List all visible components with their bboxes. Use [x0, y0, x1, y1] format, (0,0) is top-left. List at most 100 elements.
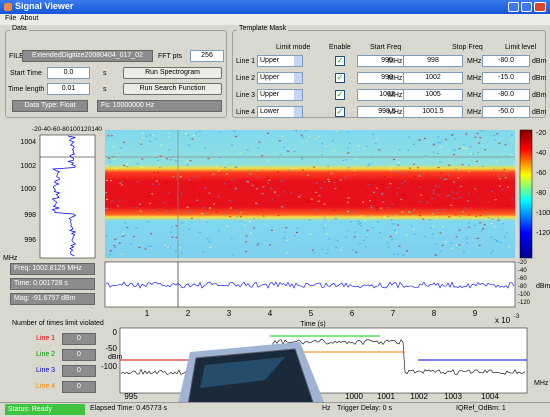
speckle [302, 136, 304, 137]
speckle [432, 213, 434, 214]
stop-freq-field[interactable]: 1001.5 [403, 106, 463, 118]
violation-count: 0 [62, 349, 96, 361]
speckle [396, 193, 398, 194]
speckle [295, 130, 297, 131]
stop-freq-field[interactable]: 1005 [403, 89, 463, 101]
y-tick-label: 0 [113, 328, 118, 337]
speckle [333, 150, 335, 151]
line-label: Line 1 [36, 335, 55, 342]
speckle [359, 163, 361, 164]
x-axis-label: MHz [534, 380, 549, 387]
colorbar-label: -40 [536, 150, 546, 157]
speckle [491, 223, 493, 224]
speckle [315, 192, 317, 193]
speckle [139, 142, 141, 143]
speckle [186, 160, 188, 161]
speckle [436, 209, 438, 210]
speckle [121, 184, 123, 185]
speckle [439, 232, 441, 233]
speckle [367, 184, 369, 185]
speckle [450, 205, 452, 206]
speckle [436, 205, 438, 206]
speckle [435, 233, 437, 234]
speckle [231, 144, 233, 145]
speckle [190, 182, 192, 183]
unit: MHz [467, 92, 481, 99]
speckle [140, 144, 142, 145]
speckle [357, 221, 359, 222]
enable-checkbox[interactable]: ✓ [335, 107, 345, 117]
unit: dBm [532, 92, 546, 99]
speckle [287, 150, 289, 151]
speckle [188, 229, 190, 230]
speckle [209, 207, 211, 208]
speckle [458, 177, 460, 178]
unit: MHz [388, 109, 402, 116]
speckle [506, 232, 508, 233]
speckle [453, 154, 455, 155]
speckle [191, 218, 193, 219]
y-tick-label: 1000 [20, 186, 36, 193]
speckle [474, 225, 476, 226]
select-arrow [294, 107, 302, 117]
speckle [384, 177, 386, 178]
speckle [193, 135, 195, 136]
speckle [280, 181, 282, 182]
speckle [412, 215, 414, 216]
speckle [194, 146, 196, 147]
limit-level-field[interactable]: -15.0 [482, 72, 530, 84]
speckle [204, 147, 206, 148]
speckle [190, 204, 192, 205]
unit: MHz [388, 75, 402, 82]
speckle [247, 150, 249, 151]
stop-freq-field[interactable]: 998 [403, 55, 463, 67]
limit-level-field[interactable]: -80.0 [482, 89, 530, 101]
x-tick-label: 1002 [410, 392, 428, 401]
speckle [474, 188, 476, 189]
speckle [402, 194, 404, 195]
iq-ref: IQRef_OdBm: 1 [456, 405, 506, 412]
speckle [359, 243, 361, 244]
enable-checkbox[interactable]: ✓ [335, 73, 345, 83]
speckle [472, 154, 474, 155]
speckle [113, 245, 115, 246]
speckle [328, 238, 330, 239]
unit: MHz [467, 75, 481, 82]
speckle [175, 237, 177, 238]
enable-checkbox[interactable]: ✓ [335, 90, 345, 100]
limit-level-field[interactable]: -80.0 [482, 55, 530, 67]
speckle [430, 227, 432, 228]
speckle [437, 142, 439, 143]
speckle [446, 195, 448, 196]
speckle [433, 190, 435, 191]
limit-level-field[interactable]: -50.0 [482, 106, 530, 118]
speckle [456, 245, 458, 246]
speckle [309, 219, 311, 220]
speckle [262, 193, 264, 194]
speckle [253, 218, 255, 219]
speckle [136, 163, 138, 164]
speckle [390, 219, 392, 220]
speckle [297, 228, 299, 229]
speckle [282, 226, 284, 227]
speckle [474, 137, 476, 138]
speckle [138, 247, 140, 248]
speckle [363, 148, 365, 149]
unit: MHz [467, 58, 481, 65]
speckle [397, 254, 399, 255]
speckle [290, 193, 292, 194]
speckle [352, 249, 354, 250]
speckle [406, 235, 408, 236]
speckle [393, 223, 395, 224]
speckle [202, 251, 204, 252]
speckle [468, 214, 470, 215]
enable-checkbox[interactable]: ✓ [335, 56, 345, 66]
x-tick-label: 1003 [444, 392, 462, 401]
speckle [165, 208, 167, 209]
speckle [149, 203, 151, 204]
speckle [307, 175, 309, 176]
speckle [438, 186, 440, 187]
speckle [281, 136, 283, 137]
stop-freq-field[interactable]: 1002 [403, 72, 463, 84]
speckle [152, 159, 154, 160]
